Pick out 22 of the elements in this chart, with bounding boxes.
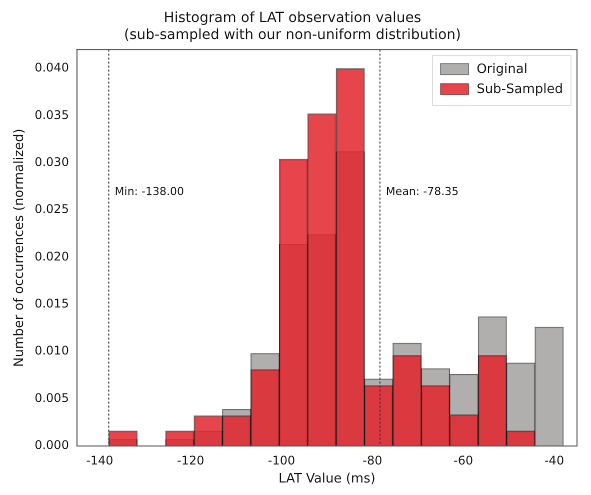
y-tick-label: 0.035 bbox=[34, 108, 69, 122]
ref-line-label: Min: -138.00 bbox=[114, 185, 184, 198]
y-tick-label: 0.040 bbox=[34, 60, 69, 75]
y-tick-label: 0.030 bbox=[34, 154, 69, 169]
x-tick-label: -80 bbox=[362, 453, 382, 468]
y-tick-label: 0.010 bbox=[34, 344, 69, 358]
y-tick-label: 0.000 bbox=[34, 438, 69, 452]
x-tick-label: -40 bbox=[544, 453, 564, 468]
y-tick-label: 0.025 bbox=[34, 202, 69, 216]
x-axis-title: LAT Value (ms) bbox=[278, 472, 376, 487]
chart-title: Histogram of LAT observation values (sub-sampled with our non-uniform distribution) bbox=[124, 10, 461, 43]
legend-label: Sub-Sampled bbox=[476, 82, 564, 97]
x-tick-label: -60 bbox=[454, 453, 474, 468]
legend-label: Original bbox=[476, 62, 528, 77]
x-tick-label: -140 bbox=[86, 453, 114, 468]
x-tick-label: -100 bbox=[268, 453, 296, 468]
y-tick-label: 0.015 bbox=[34, 296, 69, 311]
y-tick-label: 0.020 bbox=[34, 249, 69, 264]
y-axis-title: Number of occurrences (normalized) bbox=[12, 128, 28, 367]
y-tick-label: 0.005 bbox=[34, 390, 69, 405]
x-tick-label: -120 bbox=[176, 453, 204, 468]
ref-line-label: Mean: -78.35 bbox=[386, 185, 459, 198]
